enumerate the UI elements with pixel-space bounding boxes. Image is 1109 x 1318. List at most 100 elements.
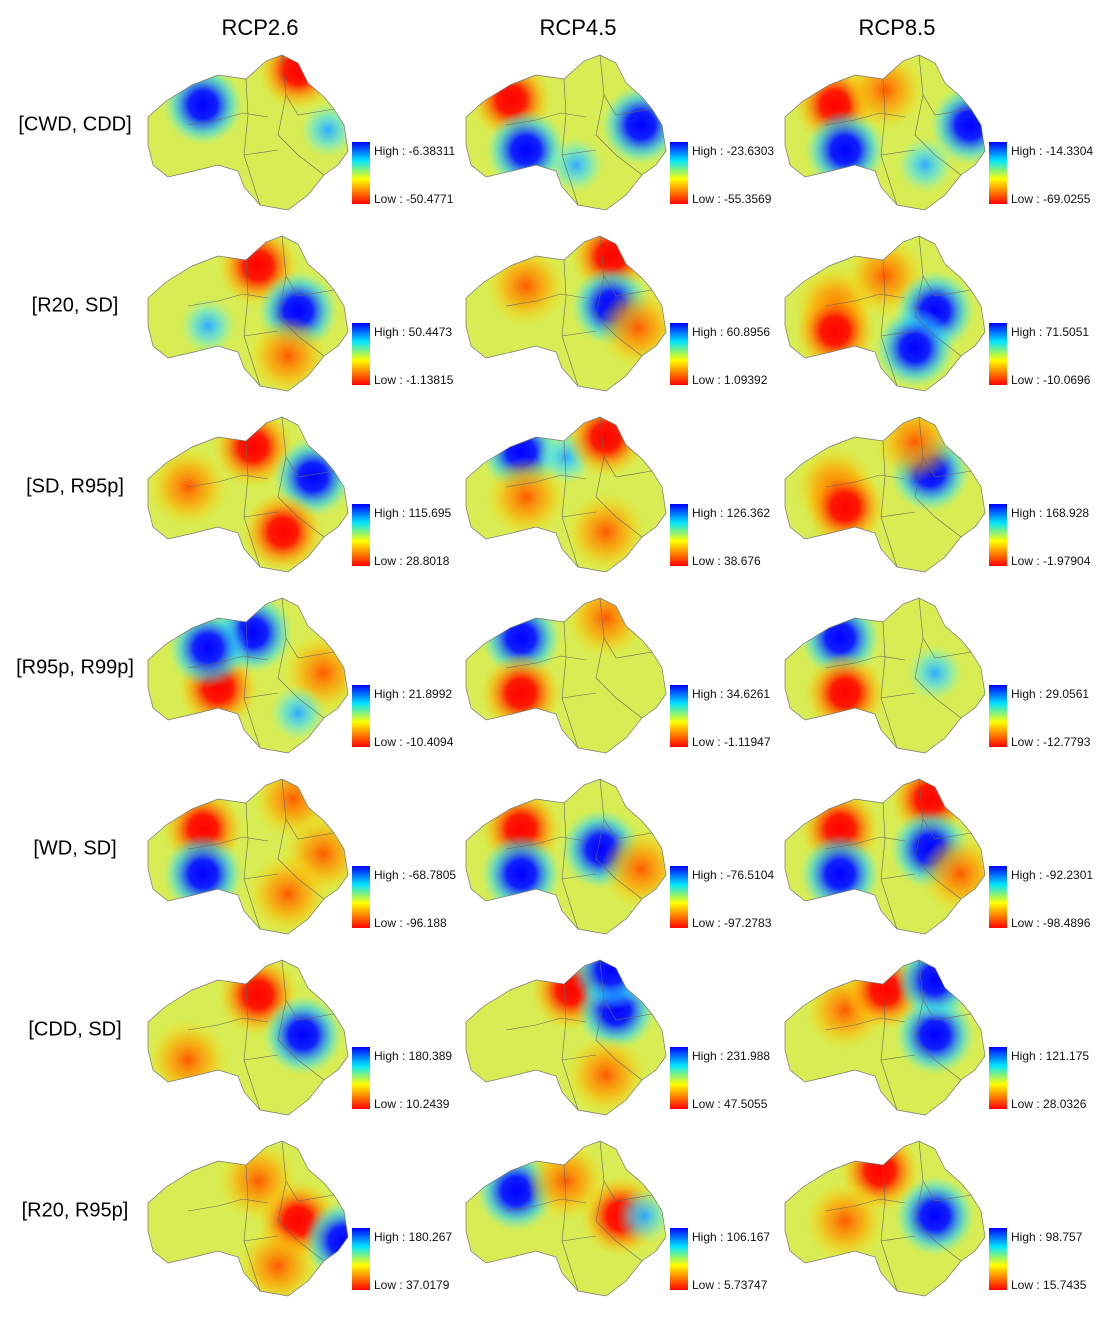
column-header: RCP4.5: [539, 15, 616, 40]
map: [148, 1141, 383, 1306]
legend-low: Low : -1.97904: [1011, 554, 1091, 568]
legend-low: Low : -12.7793: [1011, 735, 1091, 749]
map-panel: [148, 407, 353, 577]
map-panel: [785, 402, 985, 577]
legend-low: Low : 28.0326: [1011, 1097, 1087, 1111]
map-panel: [785, 759, 1000, 939]
legend-high: High : -23.6303: [692, 144, 774, 158]
legend-low: Low : -98.4896: [1011, 916, 1091, 930]
map-panel: [466, 930, 666, 1120]
legend-high: High : 34.6261: [692, 687, 770, 701]
legend-high: High : 180.267: [374, 1230, 452, 1244]
legend-bar: [352, 1047, 370, 1109]
map: [148, 955, 348, 1120]
legend-low: Low : -96.188: [374, 916, 447, 930]
map-panel: [466, 55, 681, 215]
row-label: [R20, R95p]: [22, 1199, 129, 1221]
legend-bar: [670, 504, 688, 566]
map: [466, 1141, 672, 1301]
legend-bar: [352, 323, 370, 385]
map-panel: [148, 226, 348, 396]
legend-high: High : 168.928: [1011, 506, 1089, 520]
legend-high: High : 121.175: [1011, 1049, 1089, 1063]
map: [785, 940, 985, 1120]
legend-low: Low : -97.2783: [692, 916, 772, 930]
legend-high: High : -68.7805: [374, 868, 456, 882]
column-header: RCP2.6: [221, 15, 298, 40]
map: [148, 30, 356, 215]
legend-low: Low : -10.0696: [1011, 373, 1091, 387]
legend-high: High : 98.757: [1011, 1230, 1083, 1244]
legend-low: Low : -50.4771: [374, 192, 454, 206]
map: [785, 759, 1000, 939]
legend-bar: [670, 1228, 688, 1290]
legend-low: Low : 38.676: [692, 554, 761, 568]
map: [466, 397, 666, 577]
legend-high: High : -92.2301: [1011, 868, 1093, 882]
legend-bar: [989, 685, 1007, 747]
legend-low: Low : -1.11947: [692, 735, 771, 749]
legend-low: Low : -10.4094: [374, 735, 454, 749]
legend-bar: [989, 866, 1007, 928]
legend-high: High : -76.5104: [692, 868, 774, 882]
legend-high: High : 115.695: [374, 506, 451, 520]
legend-low: Low : -55.3569: [692, 192, 772, 206]
map: [466, 930, 666, 1120]
legend-high: High : 21.8992: [374, 687, 452, 701]
legend-bar: [989, 1228, 1007, 1290]
map: [785, 50, 1010, 215]
map-panel: [466, 578, 666, 758]
legend-bar: [989, 504, 1007, 566]
legend-bar: [352, 685, 370, 747]
row-label: [CDD, SD]: [28, 1018, 121, 1040]
map: [148, 759, 363, 939]
legend-high: High : -6.38311: [374, 144, 455, 158]
map: [785, 402, 985, 577]
legend-low: Low : 15.7435: [1011, 1278, 1087, 1292]
legend-high: High : 50.4473: [374, 325, 452, 339]
legend-high: High : 231.988: [692, 1049, 770, 1063]
row-label: [R95p, R99p]: [16, 656, 134, 678]
map-panel: [148, 30, 356, 215]
map: [785, 1131, 985, 1301]
map-panel: [785, 50, 1010, 215]
map-panel: [785, 598, 985, 758]
legend-bar: [989, 323, 1007, 385]
legend-low: Low : 37.0179: [374, 1278, 450, 1292]
map-panel: [785, 940, 985, 1120]
legend-high: High : 29.0561: [1011, 687, 1089, 701]
map-panel: [148, 955, 348, 1120]
legend-low: Low : 1.09392: [692, 373, 768, 387]
legend-high: High : 60.8956: [692, 325, 770, 339]
row-label: [CWD, CDD]: [18, 113, 131, 135]
legend-bar: [989, 1047, 1007, 1109]
map-panel: [466, 397, 666, 577]
legend-bar: [670, 1047, 688, 1109]
map: [148, 407, 353, 577]
figure: RCP2.6 RCP4.5 RCP8.5 [CWD, CDD] High : -6.38…: [0, 0, 1109, 1318]
column-header: RCP8.5: [858, 15, 935, 40]
map-panel: [785, 236, 985, 396]
legend-low: Low : -1.13815: [374, 373, 454, 387]
map: [466, 216, 678, 396]
map-panel: [466, 1141, 672, 1301]
map: [148, 226, 348, 396]
legend-bar: [670, 323, 688, 385]
map-panel: [785, 1131, 985, 1301]
map-panel: [466, 216, 678, 396]
legend-bar: [989, 142, 1007, 204]
map-panel: [466, 779, 681, 939]
legend-high: High : 106.167: [692, 1230, 770, 1244]
legend-bar: [352, 1228, 370, 1290]
map-panel: [148, 593, 363, 758]
row-label: [R20, SD]: [32, 294, 119, 316]
legend-high: High : -14.3304: [1011, 144, 1093, 158]
legend-bar: [352, 504, 370, 566]
legend-bar: [670, 866, 688, 928]
row-label: [SD, R95p]: [26, 475, 124, 497]
legend-high: High : 180.389: [374, 1049, 452, 1063]
legend-low: Low : 47.5055: [692, 1097, 768, 1111]
legend-bar: [670, 142, 688, 204]
map-panel: [148, 1141, 383, 1306]
map-panel: [148, 759, 363, 939]
